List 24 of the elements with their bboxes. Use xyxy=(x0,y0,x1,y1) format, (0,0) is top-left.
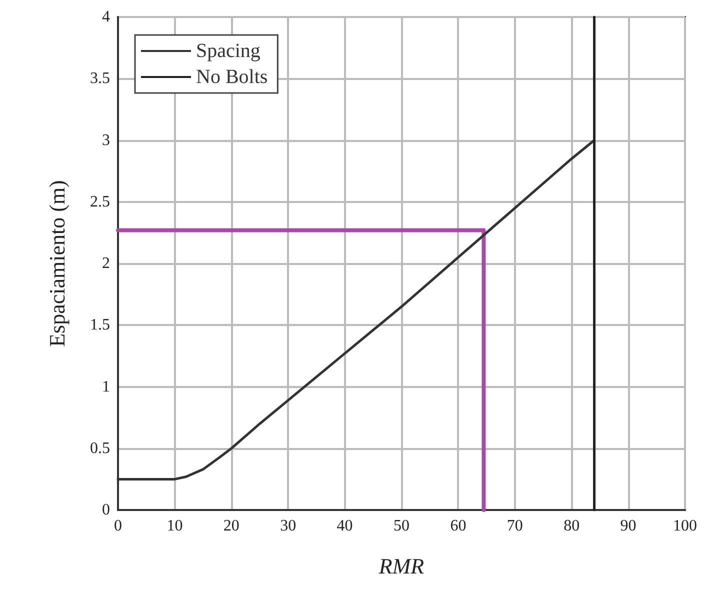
y-tick-label: 2 xyxy=(102,255,110,272)
x-tick-label: 60 xyxy=(450,518,466,534)
x-tick-label: 30 xyxy=(280,518,296,534)
x-tick-label: 10 xyxy=(166,518,183,534)
x-tick-label: 40 xyxy=(336,518,353,534)
x-tick-label: 70 xyxy=(506,518,523,534)
y-tick-label: 4 xyxy=(102,8,110,26)
y-tick-label: 3.5 xyxy=(90,70,110,88)
legend-label: No Bolts xyxy=(196,66,268,88)
legend-label: Spacing xyxy=(196,40,260,62)
x-tick-label: 80 xyxy=(564,518,580,534)
x-tick-label: 50 xyxy=(394,518,410,534)
y-tick-label: 1 xyxy=(102,378,110,396)
y-axis-title: Espaciamiento (m) xyxy=(44,180,70,347)
x-tick-label: 0 xyxy=(114,518,122,534)
x-axis-title: RMR xyxy=(378,554,425,578)
y-tick-label: 0 xyxy=(102,502,110,518)
y-tick-label: 1.5 xyxy=(90,316,110,334)
x-tick-label: 100 xyxy=(673,518,697,534)
x-tick-label: 90 xyxy=(620,518,636,534)
y-tick-label: 3 xyxy=(102,132,110,149)
x-tick-label: 20 xyxy=(223,518,240,534)
y-tick-label: 0.5 xyxy=(90,440,110,457)
y-tick-label: 2.5 xyxy=(90,193,110,210)
